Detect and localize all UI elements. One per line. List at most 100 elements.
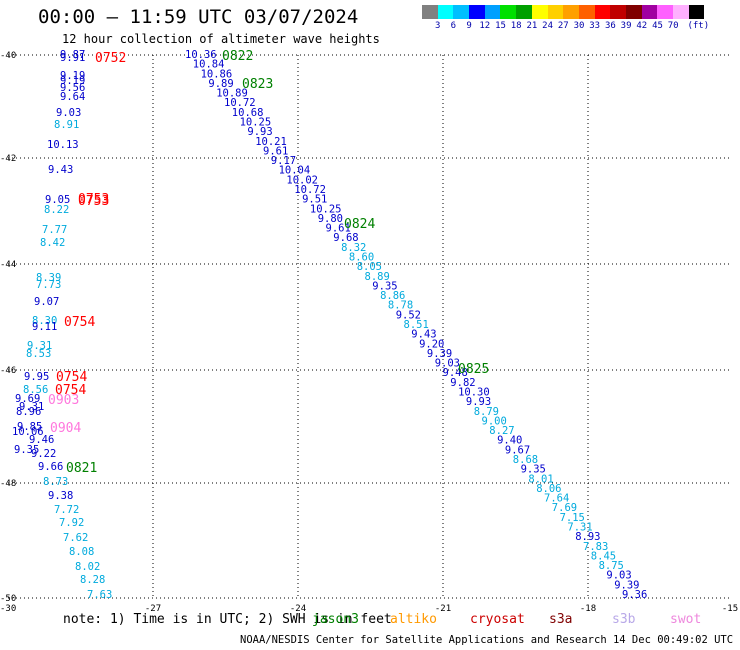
swh-value-label: 9.52 [396, 309, 421, 321]
swh-value-label: 8.93 [575, 531, 600, 543]
swh-value-label: 8.30 [32, 315, 57, 327]
swh-value-label: 7.15 [560, 512, 585, 524]
legend-label: (ft) [687, 21, 710, 31]
swh-value-label: 8.73 [43, 476, 68, 488]
swh-value-label: 8.53 [26, 348, 51, 360]
legend-swatch [484, 5, 501, 19]
swh-value-label: 9.91 [60, 52, 85, 64]
legend-label: 36 [604, 21, 616, 31]
swh-value-label: 9.80 [318, 213, 343, 225]
legend-swatch [594, 5, 611, 19]
legend-label: 42 [636, 21, 648, 31]
swh-value-label: 8.42 [40, 237, 65, 249]
swh-value-label: 8.51 [404, 319, 429, 331]
swh-value-label: 8.86 [380, 290, 405, 302]
swh-value-label: 7.63 [87, 589, 112, 601]
swh-value-label: 10.84 [193, 59, 225, 71]
swh-value-label: 7.31 [567, 522, 592, 534]
swh-value-label: 9.31 [27, 340, 52, 352]
swh-value-label: 10.04 [279, 165, 311, 177]
swh-value-label: 9.89 [208, 78, 233, 90]
swh-value-label: 8.01 [528, 473, 553, 485]
legend-swatch [516, 5, 532, 19]
swh-value-label: 9.68 [333, 232, 358, 244]
pass-time-label: 0824 [344, 217, 375, 232]
corner-tick-label: -30 [0, 604, 16, 614]
legend-swatch [688, 5, 705, 19]
swh-value-label: 9.00 [482, 415, 507, 427]
legend-swatch [673, 5, 689, 19]
pass-time-label: 0754 [64, 315, 95, 330]
swh-value-label: 9.46 [29, 434, 54, 446]
units-note: note: 1) Time is in UTC; 2) SWH is in fe… [63, 612, 392, 627]
swh-value-label: 7.92 [59, 517, 84, 529]
swh-value-label: 9.66 [38, 461, 63, 473]
swh-value-label: 9.03 [56, 107, 81, 119]
legend-swatch [610, 5, 626, 19]
swh-value-label: 9.35 [372, 280, 397, 292]
legend-swatch [500, 5, 517, 19]
swh-value-label: 8.75 [599, 560, 624, 572]
pass-time-label: 0754 [55, 383, 86, 398]
pass-time-label: 0825 [458, 362, 489, 377]
legend-swatch [657, 5, 673, 19]
swh-value-label: 10.72 [224, 97, 256, 109]
legend-label: 24 [542, 21, 554, 31]
swh-value-label: 8.32 [341, 242, 366, 254]
swh-value-label: 9.67 [505, 444, 530, 456]
y-tick-label: -42 [0, 154, 16, 164]
swh-value-label: 9.17 [271, 155, 296, 167]
x-tick-label: -24 [290, 604, 306, 614]
legend-label: 3 [434, 21, 441, 31]
x-tick-label: -27 [145, 604, 161, 614]
y-tick-label: -44 [0, 260, 16, 270]
swh-value-label: 9.93 [466, 396, 491, 408]
credit-footer: NOAA/NESDIS Center for Satellite Applica… [240, 634, 740, 646]
legend-label: 18 [510, 21, 522, 31]
swh-value-label: 9.11 [32, 321, 57, 333]
swh-value-label: 9.93 [247, 126, 272, 138]
legend-swatch [563, 5, 579, 19]
swh-value-label: 8.96 [16, 406, 41, 418]
swh-value-label: 9.03 [606, 570, 631, 582]
x-tick-label: -15 [722, 604, 738, 614]
chart-title: 00:00 – 11:59 UTC 03/07/2024 [38, 6, 359, 28]
legend-label: 27 [557, 21, 569, 31]
swh-value-label: 9.87 [60, 49, 85, 61]
swh-value-label: 8.08 [69, 546, 94, 558]
pass-time-label: 0752 [95, 51, 126, 66]
legend-swatch [547, 5, 564, 19]
swh-value-label: 7.72 [54, 504, 79, 516]
legend-label: 6 [450, 21, 457, 31]
chart-subtitle: 12 hour collection of altimeter wave hei… [62, 32, 380, 46]
legend-label: 21 [526, 21, 538, 31]
swh-value-label: 8.56 [23, 384, 48, 396]
legend-swatch [469, 5, 485, 19]
swh-value-label: 7.64 [544, 493, 569, 505]
swh-value-label: 8.68 [513, 454, 538, 466]
swh-value-label: 9.82 [450, 377, 475, 389]
y-tick-label: -40 [0, 51, 16, 61]
legend-swatch [578, 5, 595, 19]
swh-value-label: 10.02 [286, 174, 318, 186]
legend-swatch [422, 5, 438, 19]
pass-time-label: 0823 [242, 77, 273, 92]
swh-value-label: 10.30 [458, 387, 490, 399]
swh-value-label: 8.28 [80, 574, 105, 586]
swh-value-label: 9.35 [14, 444, 39, 456]
swh-value-label: 9.85 [17, 421, 42, 433]
swh-value-label: 9.51 [302, 194, 327, 206]
swh-value-label: 10.25 [310, 203, 342, 215]
y-tick-label: -50 [0, 594, 16, 604]
swh-value-label: 10.72 [294, 184, 326, 196]
swh-value-label: 8.91 [54, 119, 79, 131]
y-tick-label: -48 [0, 479, 16, 489]
swh-value-label: 9.19 [60, 70, 85, 82]
swh-value-label: 9.95 [24, 371, 49, 383]
swh-value-label: 9.64 [60, 91, 85, 103]
swh-value-label: 10.68 [232, 107, 264, 119]
swh-value-label: 9.61 [263, 145, 288, 157]
swh-value-label: 8.79 [474, 406, 499, 418]
swh-value-label: 9.48 [443, 367, 468, 379]
